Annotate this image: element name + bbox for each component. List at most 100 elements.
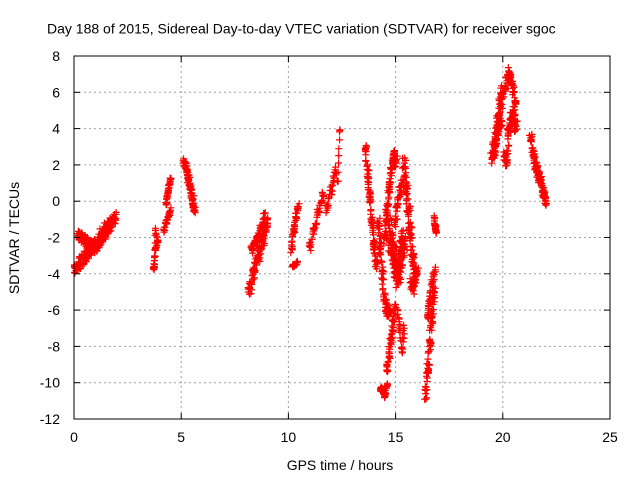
data-point: [77, 229, 85, 237]
data-point: [401, 171, 409, 179]
data-point: [73, 266, 81, 274]
y-tick-label: -8: [48, 338, 61, 354]
x-axis-label: GPS time / hours: [287, 457, 394, 473]
data-point: [288, 245, 296, 253]
data-point: [423, 369, 431, 377]
data-point: [390, 148, 398, 156]
data-point: [392, 284, 400, 291]
data-point: [400, 330, 408, 338]
data-point: [83, 234, 91, 242]
data-point: [290, 221, 298, 229]
data-point: [253, 238, 261, 246]
data-point: [404, 211, 412, 218]
data-point: [289, 233, 297, 241]
data-point: [495, 104, 503, 112]
data-point: [392, 159, 400, 167]
data-point: [151, 257, 158, 265]
data-point: [336, 126, 344, 134]
data-point: [385, 349, 393, 357]
data-point: [190, 208, 198, 215]
data-point: [530, 159, 538, 167]
data-point: [368, 215, 376, 223]
data-point: [493, 137, 501, 145]
data-point: [505, 141, 513, 149]
data-point: [504, 147, 512, 155]
data-point: [292, 209, 300, 217]
data-point: [166, 209, 174, 217]
data-point: [323, 200, 331, 208]
data-point: [512, 122, 520, 130]
data-point: [385, 195, 393, 203]
data-point: [383, 200, 391, 207]
data-point: [86, 250, 94, 258]
data-point: [384, 358, 392, 365]
data-point: [186, 183, 194, 191]
data-point: [431, 221, 439, 229]
data-point: [392, 223, 400, 230]
data-point: [394, 307, 402, 315]
data-point: [324, 202, 332, 210]
data-point: [335, 152, 343, 160]
y-tick-label: 2: [52, 157, 60, 173]
data-point: [404, 219, 412, 227]
data-point: [398, 345, 406, 352]
data-point: [383, 210, 391, 218]
data-point: [506, 69, 514, 77]
data-point: [422, 383, 430, 391]
data-point: [79, 261, 86, 269]
data-point: [87, 251, 95, 259]
data-point: [364, 166, 372, 174]
data-point: [293, 261, 301, 269]
data-point: [511, 116, 519, 124]
data-point: [376, 232, 384, 240]
data-point: [103, 230, 111, 237]
data-point: [410, 290, 418, 298]
data-point: [386, 222, 393, 230]
data-point: [109, 214, 117, 222]
data-point: [93, 247, 101, 255]
data-point: [497, 117, 505, 125]
data-point: [387, 331, 395, 339]
data-point: [255, 255, 263, 263]
data-point: [534, 172, 542, 180]
data-point: [151, 246, 159, 254]
data-point: [537, 181, 545, 189]
data-point: [260, 218, 268, 226]
data-point: [391, 212, 399, 220]
data-point: [383, 361, 391, 369]
data-point: [429, 286, 436, 294]
data-point: [401, 233, 409, 241]
data-point: [364, 186, 372, 194]
y-axis-label: SDTVAR / TECUs: [6, 182, 22, 294]
data-point: [389, 324, 397, 332]
data-point: [327, 190, 335, 198]
data-point: [396, 257, 404, 265]
data-point: [379, 285, 387, 293]
x-tick-label: 25: [602, 429, 618, 445]
data-point: [388, 322, 396, 330]
y-tick-label: -6: [48, 302, 61, 318]
data-point: [428, 305, 436, 313]
data-point: [394, 280, 402, 288]
data-point: [102, 228, 110, 236]
data-point: [395, 318, 403, 326]
data-point: [409, 280, 417, 288]
data-point: [381, 297, 389, 305]
x-tick-label: 0: [70, 429, 78, 445]
data-point: [369, 224, 377, 232]
data-point: [386, 188, 393, 196]
data-point: [532, 165, 540, 173]
data-point: [294, 202, 302, 210]
data-point: [432, 229, 440, 237]
data-point: [387, 164, 395, 172]
data-point: [490, 154, 498, 162]
data-point: [430, 271, 438, 278]
data-point: [391, 301, 399, 309]
data-point: [322, 209, 330, 217]
data-point: [255, 230, 263, 238]
data-point: [251, 267, 259, 275]
y-tick-label: -4: [48, 266, 61, 282]
data-point: [315, 207, 323, 215]
data-point: [497, 101, 505, 108]
data-point: [378, 258, 386, 266]
